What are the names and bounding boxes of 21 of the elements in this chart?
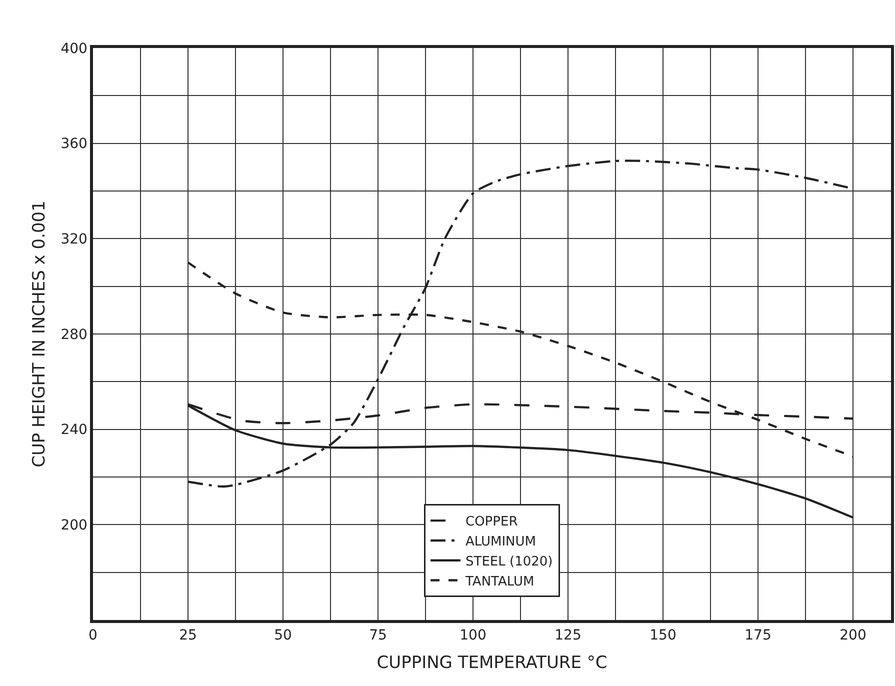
y-tick-label: 200	[60, 518, 88, 534]
y-tick-label: 360	[60, 136, 88, 152]
x-tick-label: 25	[179, 628, 197, 644]
legend-label: TANTALUM	[464, 574, 534, 590]
x-tick-label: 100	[460, 628, 486, 644]
y-tick-label: 240	[60, 422, 88, 438]
x-tick-label: 50	[274, 628, 292, 644]
y-tick-label: 320	[60, 232, 88, 248]
x-tick-label: 200	[840, 628, 866, 644]
x-tick-label: 150	[650, 628, 676, 644]
x-tick-label: 125	[554, 628, 582, 644]
y-tick-label: 280	[60, 326, 88, 343]
x-tick-label: 0	[88, 628, 98, 644]
y-tick-label: 400	[60, 40, 88, 57]
legend-label: STEEL (1020)	[466, 554, 553, 570]
x-tick-label: 175	[744, 628, 772, 644]
x-tick-label: 75	[369, 628, 387, 644]
y-axis-title: CUP HEIGHT IN INCHES x 0.001	[29, 200, 50, 468]
legend-label: COPPER	[466, 514, 518, 530]
legend-label: ALUMINUM	[466, 534, 536, 550]
x-axis-title: CUPPING TEMPERATURE °C	[376, 652, 608, 673]
